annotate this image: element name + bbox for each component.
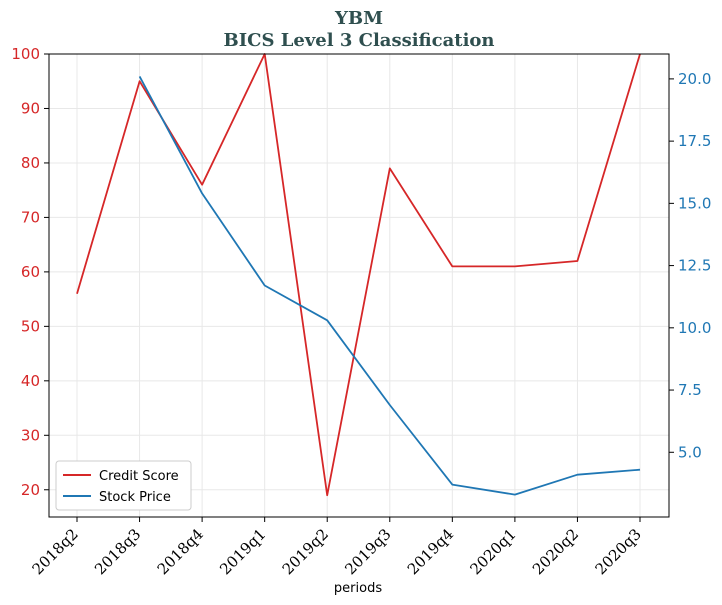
chart-subtitle: BICS Level 3 Classification	[223, 30, 494, 51]
legend: Credit Score Stock Price	[55, 460, 192, 511]
right-y-tick-label: 10.0	[678, 319, 711, 337]
right-y-tick-label: 17.5	[678, 132, 711, 150]
x-tick-label: 2020q3	[592, 525, 645, 578]
left-y-tick-label: 50	[21, 317, 40, 335]
right-y-tick-label: 12.5	[678, 257, 711, 275]
series-line-credit-score	[76, 53, 641, 497]
left-y-axis: 20 30 40 50 60 70 80 90 100	[11, 45, 49, 499]
left-y-tick-label: 60	[21, 263, 40, 281]
right-y-tick-label: 20.0	[678, 70, 711, 88]
left-y-tick-label: 40	[21, 372, 40, 390]
right-y-axis: 5.0 7.5 10.0 12.5 15.0 17.5 20.0	[669, 70, 711, 461]
left-y-tick-label: 30	[21, 426, 40, 444]
left-y-tick-label: 70	[21, 208, 40, 226]
right-y-tick-label: 15.0	[678, 194, 711, 212]
series-layer	[76, 53, 641, 497]
x-axis-label: periods	[334, 581, 382, 596]
legend-label-credit-score: Credit Score	[99, 469, 179, 484]
left-y-tick-label: 80	[21, 154, 40, 172]
left-y-tick-label: 100	[11, 45, 40, 63]
left-y-tick-label: 90	[21, 99, 40, 117]
right-y-tick-label: 5.0	[678, 443, 702, 461]
x-tick-label: 2019q3	[341, 525, 394, 578]
legend-label-stock-price: Stock Price	[99, 490, 171, 505]
x-tick-label: 2019q2	[279, 525, 332, 578]
x-tick-label: 2018q3	[91, 525, 144, 578]
plot-frame	[48, 53, 670, 518]
series-line-stock-price	[138, 75, 641, 496]
x-tick-label: 2018q4	[154, 525, 207, 578]
chart-title: YBM	[334, 8, 383, 29]
left-y-tick-label: 20	[21, 481, 40, 499]
legend-box	[55, 460, 192, 511]
x-axis: 2018q2 2018q3 2018q4 2019q1 2019q2 2019q3 2019…	[29, 517, 645, 578]
right-y-tick-label: 7.5	[678, 381, 702, 399]
x-tick-label: 2020q2	[529, 525, 582, 578]
x-tick-label: 2020q1	[466, 525, 519, 578]
x-tick-label: 2019q1	[216, 525, 269, 578]
grid	[49, 53, 669, 517]
x-tick-label: 2018q2	[29, 525, 82, 578]
x-tick-label: 2019q4	[404, 525, 457, 578]
